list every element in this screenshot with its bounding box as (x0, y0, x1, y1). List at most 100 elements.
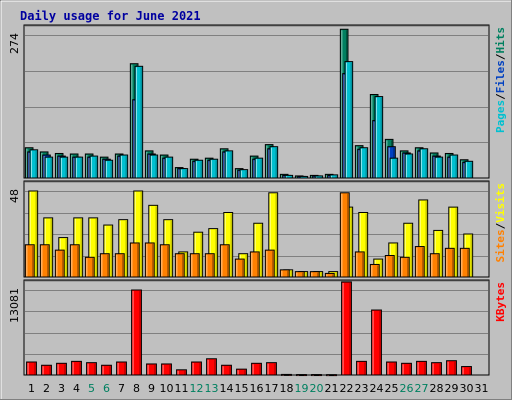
bar-pages-day-17-body (269, 146, 279, 179)
bar-sites-day-10-body (159, 244, 170, 278)
bar-sites-day-17-body (264, 249, 275, 278)
bar-sites-day-21-body (324, 272, 335, 278)
bar-sites-day-23-body (354, 251, 365, 278)
bar-pages-day-21-body (329, 174, 339, 179)
bar-pages-day-10-body (164, 156, 174, 179)
day-label-13: 13 (205, 382, 219, 395)
bar-pages-day-30-body (464, 160, 474, 179)
bar-sites-day-12-body (189, 253, 200, 278)
bar-sites-day-5-body (84, 256, 95, 278)
panel-kbytes-frame (23, 279, 490, 376)
bar-kbytes-day-8-body (131, 289, 142, 376)
bar-sites-day-1-body (24, 244, 35, 278)
bar-pages-day-2-body (44, 156, 54, 179)
day-label-15: 15 (235, 382, 249, 395)
bar-kbytes-day-16 (251, 362, 262, 376)
bar-kbytes-day-4 (71, 360, 82, 376)
bar-kbytes-day-13 (206, 358, 217, 376)
bar-pages-day-14 (224, 150, 234, 179)
bar-pages-day-6 (104, 159, 114, 179)
bar-sites-day-19 (294, 271, 305, 278)
legend-entry: Hits (494, 27, 507, 54)
bar-pages-day-18 (284, 174, 294, 179)
day-label-8: 8 (133, 382, 140, 395)
bar-pages-day-7-body (119, 154, 129, 179)
day-label-1: 1 (28, 382, 35, 395)
bar-pages-day-17 (269, 146, 279, 179)
bar-sites-day-14-body (219, 244, 230, 278)
bar-pages-day-29-body (449, 154, 459, 179)
bar-pages-day-5 (89, 155, 99, 179)
day-label-7: 7 (118, 382, 125, 395)
day-label-30: 30 (460, 382, 474, 395)
bar-pages-day-15 (239, 169, 249, 179)
bar-sites-day-30 (459, 247, 470, 278)
bar-kbytes-day-26-body (401, 362, 412, 376)
bar-pages-day-23-body (359, 147, 369, 179)
bar-kbytes-day-15 (236, 368, 247, 376)
bar-sites-day-29-body (444, 247, 455, 278)
chart-title: Daily usage for June 2021 (20, 9, 201, 23)
bar-kbytes-day-1-body (26, 361, 37, 376)
bar-sites-day-16-body (249, 251, 260, 278)
legend-entry: / (494, 93, 507, 100)
bar-sites-day-26-body (399, 256, 410, 278)
bar-pages-day-27 (419, 148, 429, 179)
bar-sites-day-1 (24, 244, 35, 278)
bar-sites-day-13 (204, 253, 215, 278)
legend-entry: / (494, 222, 507, 229)
bar-pages-day-15-body (239, 169, 249, 179)
bar-kbytes-day-27-body (416, 360, 427, 376)
bar-pages-day-12 (194, 159, 204, 179)
bar-kbytes-day-22 (341, 281, 352, 376)
bar-sites-day-2-body (39, 244, 50, 278)
bar-pages-day-11-body (179, 168, 189, 179)
bar-sites-day-7-body (114, 253, 125, 278)
bar-kbytes-day-24 (371, 309, 382, 376)
bar-sites-day-5 (84, 256, 95, 278)
bar-sites-day-13-body (204, 253, 215, 278)
bar-kbytes-day-27 (416, 360, 427, 376)
bar-kbytes-day-28 (431, 362, 442, 376)
bar-pages-day-1 (29, 149, 39, 179)
day-label-22: 22 (340, 382, 354, 395)
day-label-29: 29 (445, 382, 459, 395)
bar-kbytes-day-19-body (296, 374, 307, 377)
bar-kbytes-day-10 (161, 363, 172, 376)
bar-kbytes-day-8 (131, 289, 142, 376)
bar-sites-day-22 (339, 192, 350, 278)
bar-pages-day-8 (134, 65, 144, 179)
day-label-10: 10 (160, 382, 174, 395)
bar-kbytes-day-10-body (161, 363, 172, 376)
day-label-23: 23 (355, 382, 369, 395)
bar-sites-day-18-body (279, 269, 290, 278)
bar-pages-day-20-body (314, 175, 324, 179)
bar-pages-day-25-body (389, 157, 399, 179)
panel-pages-files-hits-ymax-label: 274 (8, 33, 21, 54)
day-label-9: 9 (148, 382, 155, 395)
bar-sites-day-10 (159, 244, 170, 278)
bar-pages-day-1-body (29, 149, 39, 179)
bar-sites-day-24-body (369, 263, 380, 278)
day-label-6: 6 (103, 382, 110, 395)
bar-kbytes-day-23-body (356, 360, 367, 376)
legend-entry: Sites (494, 229, 507, 262)
day-label-25: 25 (385, 382, 399, 395)
day-label-11: 11 (175, 382, 189, 395)
bar-sites-day-4 (69, 244, 80, 278)
bar-sites-day-8-body (129, 242, 140, 278)
bar-pages-day-28 (434, 156, 444, 179)
bar-kbytes-day-25 (386, 361, 397, 376)
bar-kbytes-day-7-body (116, 361, 127, 376)
bar-kbytes-day-12 (191, 361, 202, 376)
bar-pages-day-16 (254, 157, 264, 179)
bar-sites-day-2 (39, 244, 50, 278)
legend-entry: KBytes (494, 282, 507, 322)
bar-sites-day-14 (219, 244, 230, 278)
day-label-28: 28 (430, 382, 444, 395)
bar-sites-day-11-body (174, 253, 185, 278)
bar-pages-day-27-body (419, 148, 429, 179)
bar-sites-day-21 (324, 272, 335, 278)
day-label-27: 27 (415, 382, 429, 395)
